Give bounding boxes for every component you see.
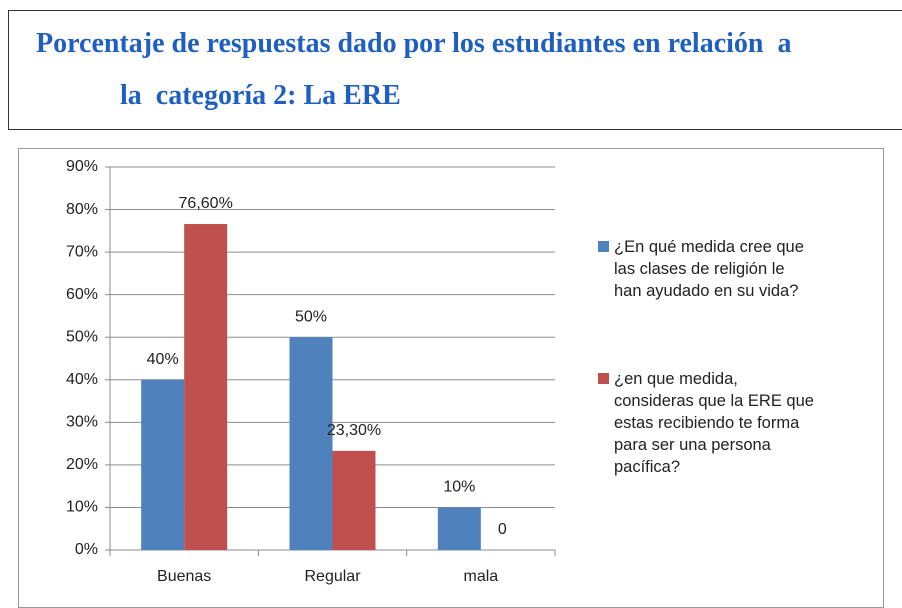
legend-label: ¿en que medida, consideras que la ERE qu… (614, 370, 814, 476)
data-label: 10% (443, 479, 475, 496)
x-tick-label: mala (463, 568, 498, 585)
y-tick-label: 80% (66, 201, 98, 218)
bar (289, 337, 333, 550)
legend-label: ¿En qué medida cree que las clases de re… (614, 238, 804, 300)
legend-swatch (598, 241, 609, 252)
y-tick-label: 20% (66, 456, 98, 473)
y-tick-label: 40% (66, 371, 98, 388)
y-tick-label: 30% (66, 414, 98, 431)
x-tick-label: Regular (304, 568, 361, 585)
data-label: 40% (147, 351, 179, 368)
data-label: 76,60% (179, 195, 233, 212)
title-box (8, 10, 902, 130)
chart-title: Porcentaje de respuestas dado por los es… (36, 28, 792, 59)
y-tick-label: 10% (66, 499, 98, 516)
y-tick-label: 60% (66, 286, 98, 303)
bar (332, 450, 376, 550)
x-tick-label: Buenas (157, 568, 211, 585)
legend-swatch (598, 373, 609, 384)
chart-title: la categoría 2: La ERE (120, 80, 401, 111)
y-tick-label: 0% (75, 541, 98, 558)
bar (141, 379, 185, 550)
data-label: 50% (295, 308, 327, 325)
data-label: 0 (498, 521, 507, 538)
bar (437, 507, 481, 550)
data-label: 23,30% (327, 422, 381, 439)
bar (184, 224, 228, 550)
y-tick-label: 90% (66, 158, 98, 175)
y-tick-label: 70% (66, 243, 98, 260)
y-tick-label: 50% (66, 328, 98, 345)
